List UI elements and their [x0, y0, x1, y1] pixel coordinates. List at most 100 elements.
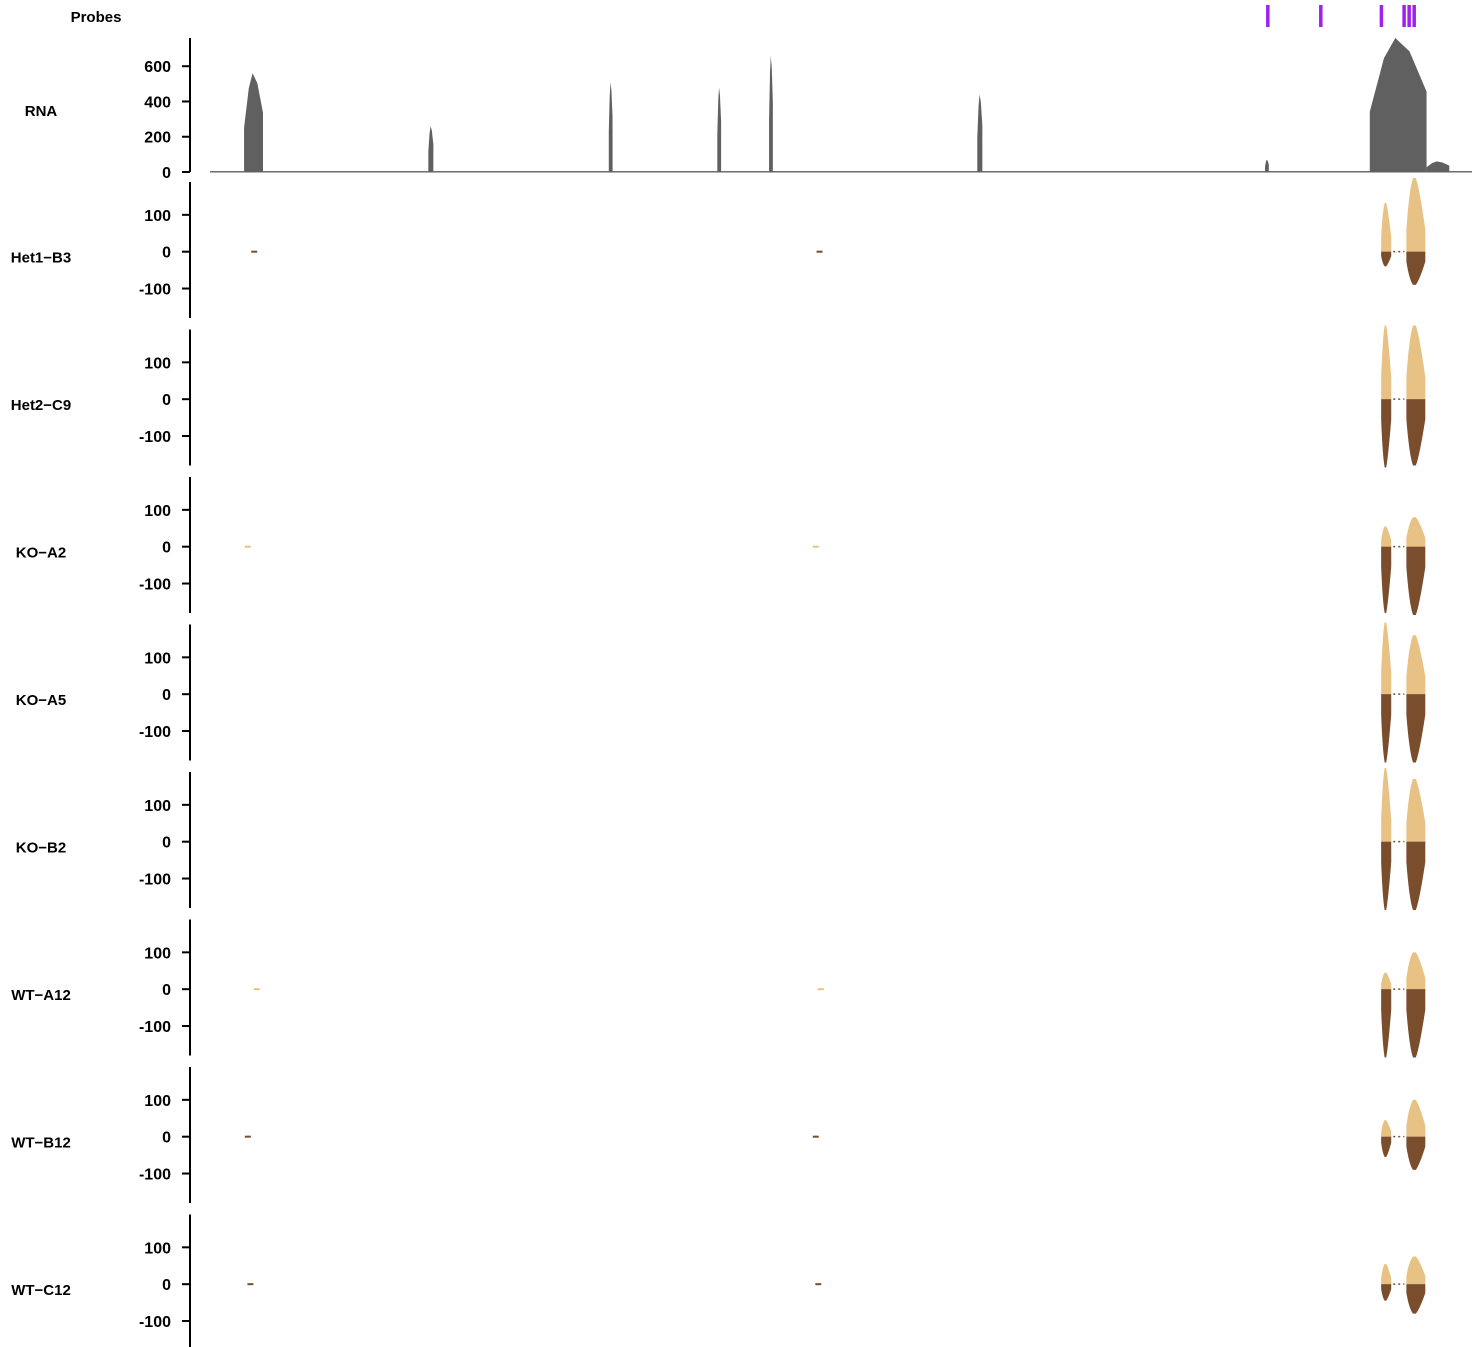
probe-mark — [1402, 5, 1406, 27]
noise-mark — [244, 545, 251, 548]
negative-signal — [1406, 546, 1426, 615]
rna-track: RNA 0 200 400 600 — [25, 38, 1472, 182]
negative-signal — [1381, 1284, 1392, 1301]
rna-tick-label: 600 — [144, 59, 171, 76]
positive-signal — [1406, 952, 1426, 990]
negative-signal — [1381, 399, 1392, 468]
track-tick-label: 0 — [162, 1130, 171, 1147]
negative-signal — [1406, 841, 1426, 910]
negative-signal — [1381, 546, 1392, 613]
track-tick-label: 0 — [162, 540, 171, 557]
positive-signal — [1381, 1120, 1392, 1137]
probe-mark — [1412, 5, 1416, 27]
positive-signal — [1406, 779, 1426, 842]
negative-signal — [1406, 399, 1426, 466]
track-tick-label: 100 — [144, 945, 171, 962]
track-tick-label: -100 — [139, 1019, 171, 1036]
positive-signal — [1406, 325, 1426, 400]
rna-tick-label: 200 — [144, 130, 171, 147]
track-tick-label: 0 — [162, 687, 171, 704]
rna-peak — [428, 126, 434, 172]
noise-mark — [817, 988, 824, 991]
noise-mark — [244, 1135, 251, 1138]
rna-label: RNA — [25, 103, 58, 120]
rna-tick-label: 0 — [162, 165, 171, 182]
track-tick-label: -100 — [139, 1314, 171, 1331]
rna-baseline — [210, 171, 1472, 173]
sample-track: WT−A12 100 0 -100 — [11, 919, 1426, 1058]
rna-peak — [1265, 159, 1269, 172]
sample-tracks: Het1−B3 100 0 -100 Het2−C9 100 0 -100 KO−A2 100 0 -… — [11, 178, 1426, 1347]
positive-signal — [1381, 203, 1392, 252]
rna-peak — [1426, 161, 1450, 172]
rna-peak — [717, 87, 722, 172]
sample-track: KO−A2 100 0 -100 — [16, 477, 1426, 615]
probes-label: Probes — [71, 9, 122, 26]
track-tick-label: 0 — [162, 245, 171, 262]
noise-mark — [816, 250, 823, 253]
positive-signal — [1406, 178, 1426, 252]
track-label: WT−C12 — [11, 1282, 71, 1299]
noise-mark — [251, 250, 258, 253]
track-tick-label: -100 — [139, 577, 171, 594]
track-tick-label: 100 — [144, 355, 171, 372]
track-label: Het1−B3 — [11, 250, 71, 267]
positive-signal — [1381, 526, 1392, 547]
track-tick-label: 100 — [144, 503, 171, 520]
probes-track: Probes — [71, 5, 1416, 27]
negative-signal — [1381, 1136, 1392, 1157]
probe-mark — [1379, 5, 1384, 27]
noise-mark — [815, 1283, 822, 1286]
sample-track: KO−A5 100 0 -100 — [16, 622, 1426, 763]
rna-peak — [608, 82, 613, 172]
positive-signal — [1381, 768, 1392, 842]
positive-signal — [1381, 622, 1392, 695]
sample-track: Het2−C9 100 0 -100 — [11, 325, 1426, 468]
track-tick-label: 100 — [144, 798, 171, 815]
positive-signal — [1406, 1099, 1426, 1137]
noise-mark — [812, 1135, 819, 1138]
sample-track: WT−C12 100 0 -100 — [11, 1214, 1426, 1347]
probe-mark — [1266, 5, 1270, 27]
rna-peak — [1369, 38, 1427, 172]
track-tick-label: 100 — [144, 650, 171, 667]
track-label: WT−A12 — [11, 987, 71, 1004]
positive-signal — [1406, 1256, 1426, 1285]
positive-signal — [1406, 635, 1426, 695]
negative-signal — [1381, 251, 1392, 267]
rna-peak — [244, 73, 264, 172]
track-label: Het2−C9 — [11, 397, 71, 414]
negative-signal — [1381, 694, 1392, 763]
track-tick-label: -100 — [139, 872, 171, 889]
negative-signal — [1406, 251, 1426, 285]
track-label: WT−B12 — [11, 1135, 71, 1152]
negative-signal — [1381, 989, 1392, 1058]
track-tick-label: -100 — [139, 429, 171, 446]
track-tick-label: 0 — [162, 835, 171, 852]
noise-mark — [253, 988, 260, 991]
track-label: KO−A5 — [16, 692, 66, 709]
track-tick-label: -100 — [139, 282, 171, 299]
noise-mark — [247, 1283, 254, 1286]
rna-tick-label: 400 — [144, 94, 171, 111]
track-tick-label: -100 — [139, 1167, 171, 1184]
sample-track: Het1−B3 100 0 -100 — [11, 178, 1426, 318]
rna-peak — [977, 94, 983, 172]
track-label: KO−B2 — [16, 840, 66, 857]
noise-mark — [812, 545, 819, 548]
negative-signal — [1406, 989, 1426, 1058]
track-tick-label: 0 — [162, 392, 171, 409]
negative-signal — [1406, 694, 1426, 763]
positive-signal — [1381, 325, 1392, 400]
track-tick-label: -100 — [139, 724, 171, 741]
positive-signal — [1381, 1263, 1392, 1285]
track-tick-label: 100 — [144, 1240, 171, 1257]
rna-peak — [769, 55, 773, 173]
negative-signal — [1381, 841, 1392, 910]
probe-mark — [1319, 5, 1323, 27]
sample-track: WT−B12 100 0 -100 — [11, 1067, 1426, 1203]
positive-signal — [1381, 972, 1392, 990]
track-tick-label: 100 — [144, 1093, 171, 1110]
probe-mark — [1407, 5, 1411, 27]
